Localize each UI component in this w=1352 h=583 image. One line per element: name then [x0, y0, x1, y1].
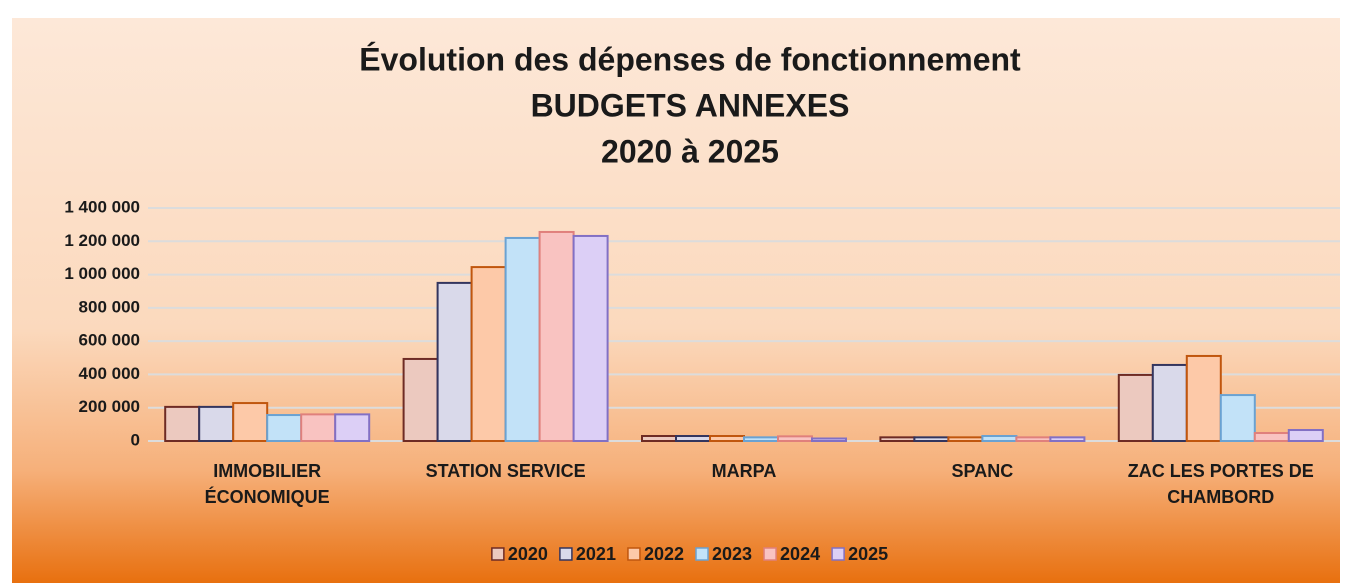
- legend-label: 2020: [508, 544, 548, 564]
- bar: [675, 435, 711, 442]
- bar: [164, 405, 201, 442]
- x-tick-label: MARPA: [711, 461, 777, 481]
- bar: [913, 436, 950, 442]
- bar: [470, 266, 507, 442]
- legend-swatch: [627, 547, 641, 561]
- bar: [1151, 363, 1188, 442]
- bar: [198, 405, 235, 442]
- legend-label: 2023: [712, 544, 752, 564]
- legend-swatch: [763, 547, 777, 561]
- chart-area: Évolution des dépenses de fonctionnement…: [12, 18, 1340, 583]
- bar: [436, 281, 473, 442]
- legend-swatch: [491, 547, 505, 561]
- bar: [266, 414, 303, 442]
- bar: [641, 435, 677, 442]
- x-tick-label: IMMOBILIER ÉCONOMIQUE: [204, 461, 330, 507]
- x-tick-label: ZAC LES PORTES DE CHAMBORD: [1127, 461, 1314, 507]
- bar: [777, 435, 813, 442]
- bar: [981, 435, 1018, 442]
- bar: [300, 413, 337, 442]
- y-tick-label: 200 000: [79, 397, 140, 416]
- y-tick-label: 1 200 000: [64, 231, 140, 250]
- bar: [1287, 429, 1324, 443]
- y-tick-label: 1 000 000: [64, 264, 140, 283]
- legend-label: 2022: [644, 544, 684, 564]
- chart-title: Évolution des dépenses de fonctionnement: [359, 41, 1021, 77]
- legend-label: 2021: [576, 544, 616, 564]
- legend-label: 2025: [848, 544, 888, 564]
- y-tick-label: 600 000: [79, 331, 140, 350]
- bar: [811, 437, 847, 442]
- bar: [1185, 354, 1222, 442]
- legend-swatch: [831, 547, 845, 561]
- bar: [1049, 436, 1086, 442]
- chart-title: 2020 à 2025: [601, 133, 779, 169]
- bar: [232, 402, 269, 443]
- y-tick-label: 1 400 000: [64, 197, 140, 216]
- bar: [1117, 373, 1154, 442]
- legend-swatch: [559, 547, 573, 561]
- chart-title: BUDGETS ANNEXES: [531, 87, 850, 123]
- bar: [1219, 394, 1256, 442]
- y-tick-label: 800 000: [79, 297, 140, 316]
- bar: [1015, 436, 1052, 442]
- bar: [334, 413, 371, 442]
- bar: [402, 357, 439, 442]
- bar: [709, 435, 745, 442]
- y-tick-label: 400 000: [79, 364, 140, 383]
- bar: [743, 436, 779, 442]
- bar: [504, 236, 541, 442]
- bar: [947, 436, 984, 442]
- bar: [538, 230, 575, 442]
- legend-swatch: [695, 547, 709, 561]
- bar: [1253, 432, 1290, 442]
- legend-label: 2024: [780, 544, 820, 564]
- chart: Évolution des dépenses de fonctionnement…: [64, 41, 1340, 564]
- x-tick-label: STATION SERVICE: [425, 461, 586, 481]
- bar: [572, 234, 609, 442]
- bar: [879, 436, 916, 442]
- y-tick-label: 0: [131, 430, 140, 449]
- x-tick-label: SPANC: [951, 461, 1014, 481]
